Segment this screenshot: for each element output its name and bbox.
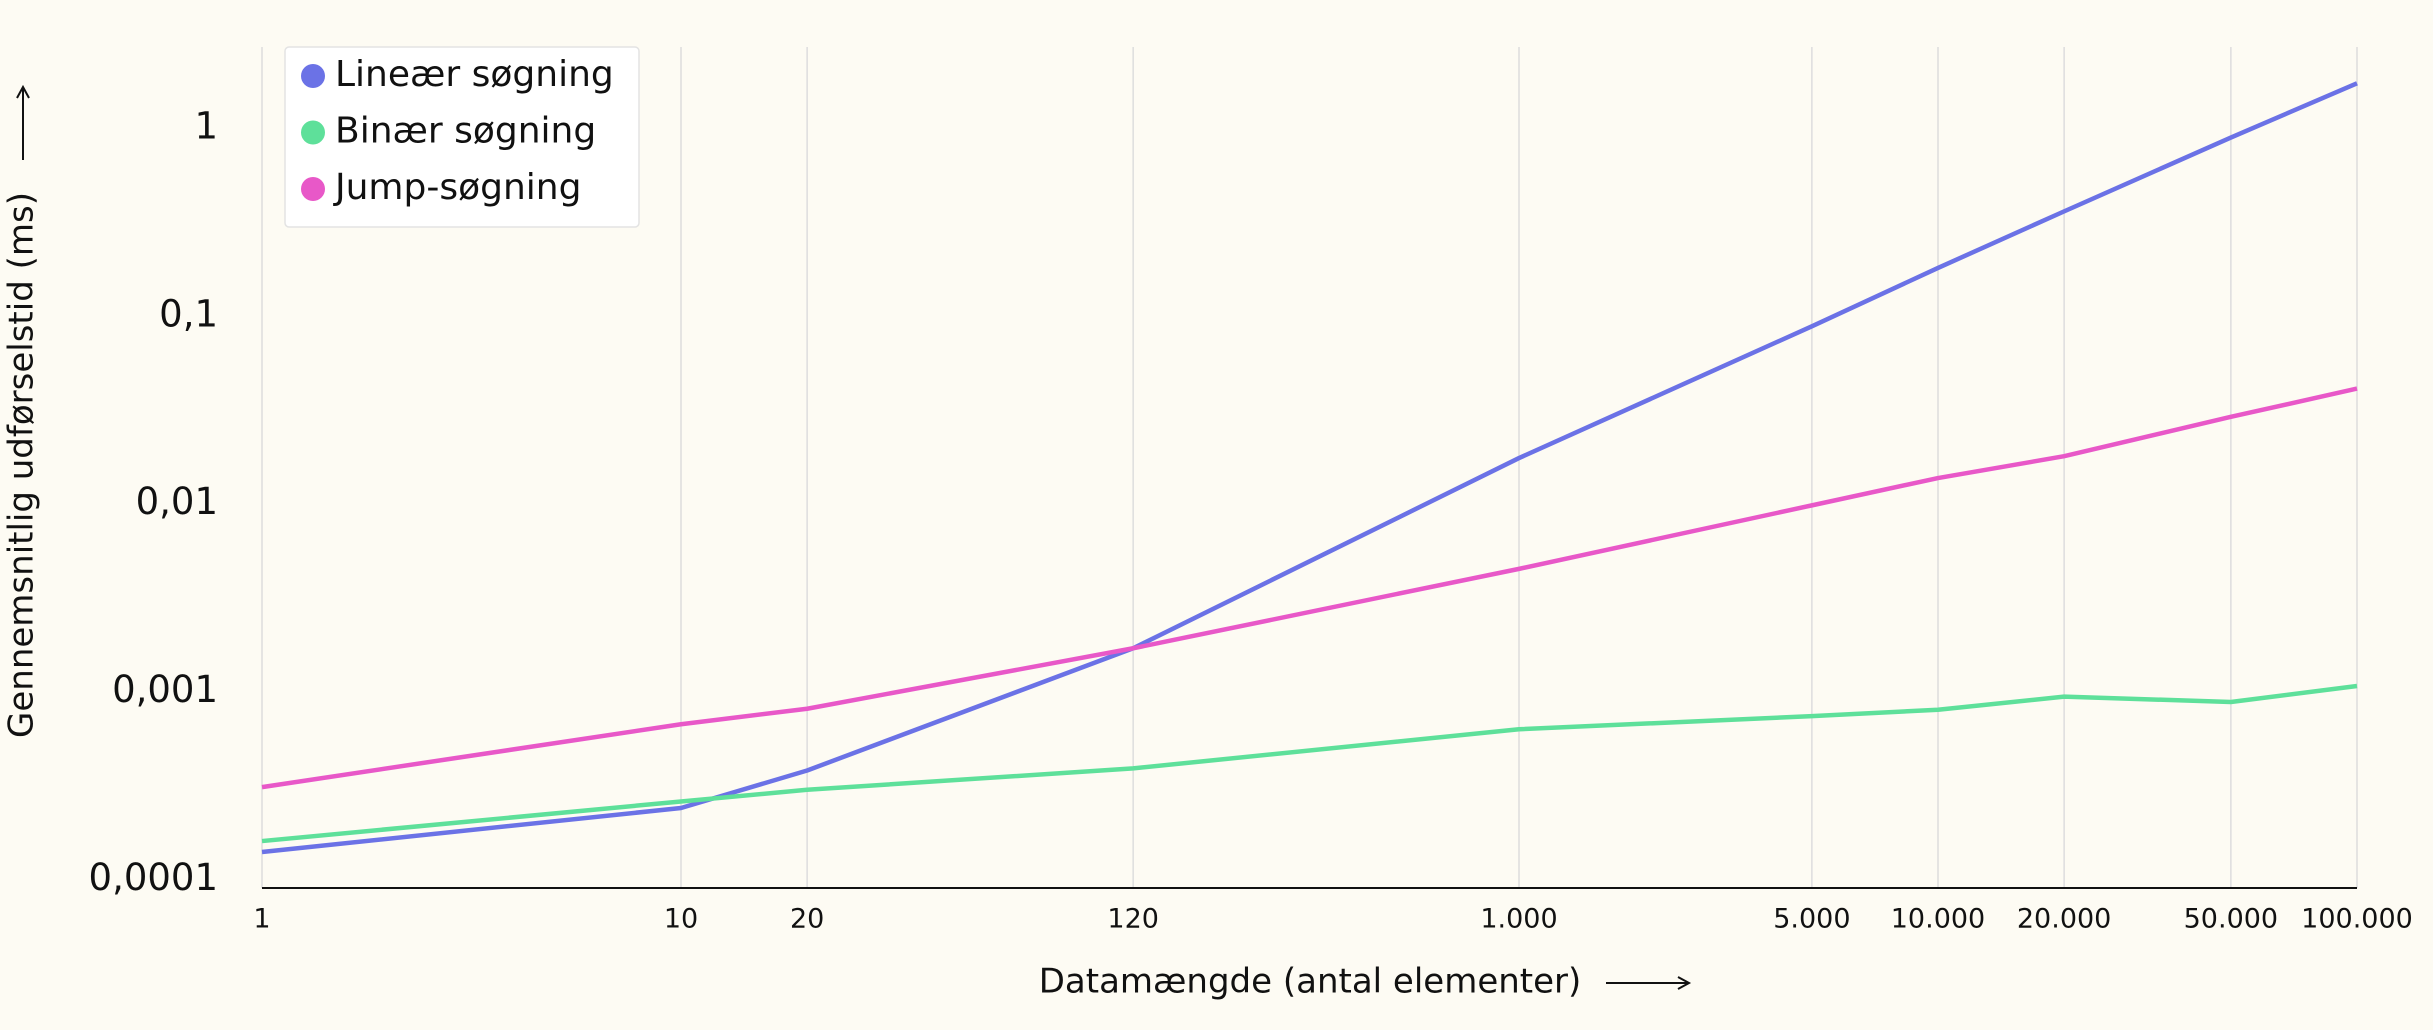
x-tick-label: 20.000 bbox=[2017, 904, 2111, 935]
x-tick-label: 10 bbox=[664, 904, 698, 935]
y-arrow bbox=[16, 84, 30, 160]
legend-marker bbox=[301, 177, 325, 201]
y-tick-label: 0,1 bbox=[159, 292, 218, 335]
x-tick-label: 10.000 bbox=[1891, 904, 1985, 935]
legend-box bbox=[284, 46, 640, 228]
x-arrow bbox=[1606, 976, 1692, 990]
x-tick-label: 120 bbox=[1107, 904, 1159, 935]
legend-label: Binær søgning bbox=[335, 111, 596, 152]
y-tick-label: 0,0001 bbox=[89, 856, 218, 899]
y-tick-label: 1 bbox=[194, 105, 218, 148]
legend-marker bbox=[301, 120, 325, 145]
series-line bbox=[261, 81, 2358, 855]
legend: Lineær søgning Binær søgning Jump-søgning bbox=[284, 46, 640, 228]
x-tick-label: 5.000 bbox=[1773, 904, 1850, 935]
series-line bbox=[261, 386, 2358, 790]
x-tick-label: 1 bbox=[253, 904, 270, 935]
x-tick-label: 1.000 bbox=[1480, 904, 1557, 935]
x-tick-label: 50.000 bbox=[2184, 904, 2278, 935]
x-tick-label: 20 bbox=[790, 904, 824, 935]
legend-label: Jump-søgning bbox=[333, 167, 581, 208]
series-line bbox=[261, 683, 2358, 844]
x-axis-title: Datamængde (antal elementer) bbox=[1039, 962, 1582, 1002]
legend-marker bbox=[301, 64, 325, 88]
y-tick-label: 0,001 bbox=[112, 668, 218, 711]
y-axis-title: Gennemsnitlig udførselstid (ms) bbox=[2, 192, 42, 738]
y-tick-label: 0,01 bbox=[136, 480, 218, 523]
legend-label: Lineær søgning bbox=[335, 54, 614, 95]
x-tick-label: 100.000 bbox=[2301, 904, 2413, 935]
